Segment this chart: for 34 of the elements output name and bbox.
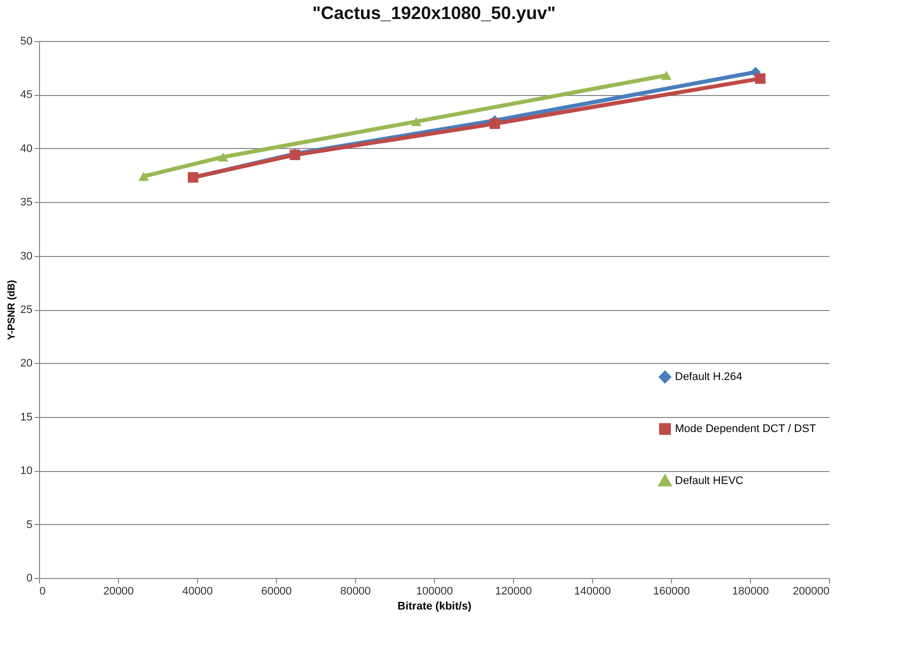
x-tick-label: 200000 [792, 586, 830, 598]
legend-label: Mode Dependent DCT / DST [675, 423, 816, 435]
x-tick-label: 100000 [416, 586, 453, 598]
chart-title: "Cactus_1920x1080_50.yuv" [312, 3, 556, 23]
legend-label: Default H.264 [675, 371, 742, 383]
y-tick-label: 0 [26, 572, 32, 584]
point [661, 70, 672, 80]
x-tick-label: 20000 [103, 586, 134, 598]
point [138, 172, 149, 181]
y-tick-label: 30 [20, 250, 32, 262]
y-tick-label: 50 [20, 36, 32, 48]
x-tick-label: 40000 [182, 586, 213, 598]
point [490, 118, 500, 129]
x-axis-title: Bitrate (kbit/s) [398, 600, 472, 612]
x-tick-label: 0 [40, 586, 46, 598]
y-tick-label: 35 [20, 196, 32, 209]
y-tick-label: 15 [20, 411, 32, 424]
point [218, 152, 228, 162]
y-tick-label: 25 [20, 304, 32, 316]
x-tick-label: 140000 [574, 586, 611, 598]
y-tick-label: 10 [20, 465, 32, 478]
x-tick-label: 120000 [495, 586, 532, 598]
y-tick-label: 45 [20, 89, 32, 102]
x-tick-label: 80000 [340, 586, 371, 598]
x-tick-label: 180000 [732, 586, 769, 598]
y-axis-title: Y-PSNR (dB) [6, 280, 18, 340]
point [410, 117, 422, 126]
legend-label: Default HEVC [675, 475, 744, 487]
x-tick-label: 60000 [261, 586, 292, 598]
x-tick-label: 160000 [653, 586, 690, 598]
y-tick-label: 5 [26, 518, 32, 531]
y-tick-label: 20 [20, 358, 32, 370]
point [755, 73, 766, 84]
y-tick-label: 40 [20, 142, 32, 155]
